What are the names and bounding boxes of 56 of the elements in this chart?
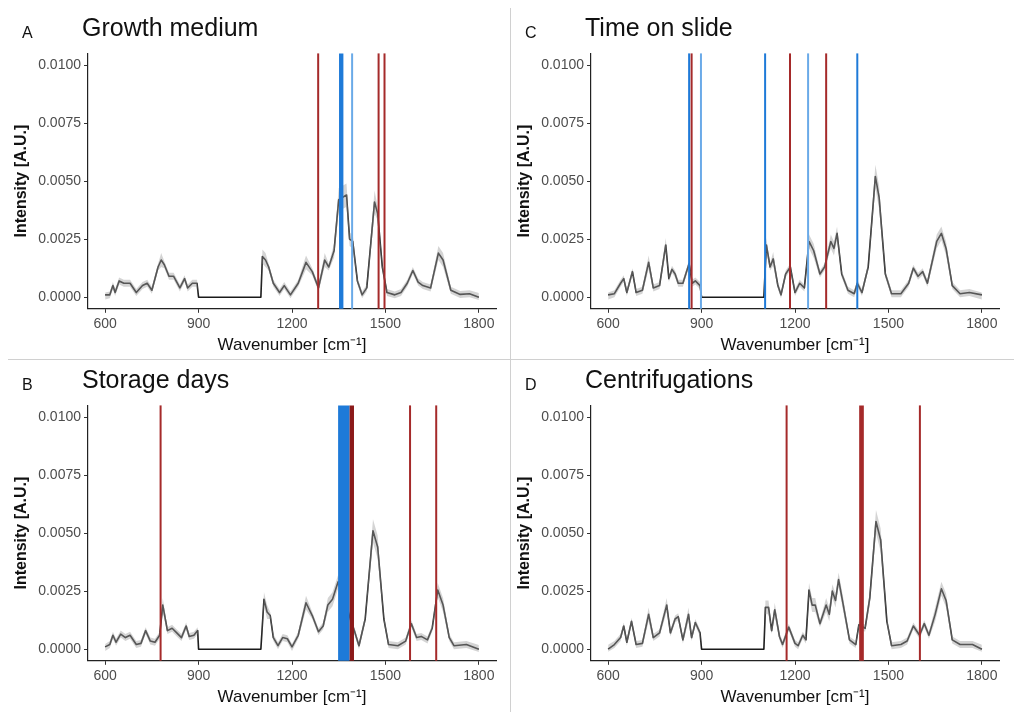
x-tick-label: 600: [93, 315, 118, 332]
x-tick-label: 900: [689, 315, 714, 332]
y-tick-label: 0.0050: [541, 171, 585, 188]
x-tick-label: 1500: [369, 315, 402, 332]
y-axis-title: Intensity [A.U.]: [515, 124, 533, 238]
y-axis-title: Intensity [A.U.]: [515, 476, 533, 590]
text: C: [524, 24, 538, 42]
x-tick-label: 900: [689, 667, 714, 684]
x-tick-label: 1500: [872, 315, 905, 332]
x-tick-label: 1800: [463, 667, 495, 684]
x-tick-label: 900: [186, 315, 211, 332]
x-tick-label: 1200: [276, 667, 308, 684]
y-tick-label: 0.0050: [38, 171, 82, 188]
y-tick-label: 0.0075: [38, 465, 82, 482]
x-tick-label: 1800: [463, 315, 495, 332]
text: D: [524, 376, 538, 394]
x-tick-label: 1200: [779, 667, 811, 684]
y-tick-label: 0.0025: [38, 230, 82, 246]
chart-title: Growth medium: [82, 13, 259, 42]
y-tick-label: 0.0100: [541, 55, 585, 72]
x-tick-label: 600: [596, 315, 621, 332]
x-tick-label: 1200: [779, 315, 811, 332]
x-axis-title: Wavenumber [cm⁻¹]: [217, 687, 367, 707]
chart-title: Centrifugations: [585, 365, 754, 394]
y-tick-label: 0.0075: [541, 465, 585, 482]
text: B: [21, 376, 34, 394]
chart-title: Storage days: [82, 365, 230, 394]
x-tick-label: 900: [186, 667, 211, 684]
y-tick-label: 0.0000: [38, 640, 82, 657]
y-axis-title: Intensity [A.U.]: [12, 124, 30, 238]
y-tick-label: 0.0000: [541, 640, 585, 657]
x-tick-label: 600: [93, 667, 118, 684]
y-tick-label: 0.0075: [541, 113, 585, 130]
y-tick-label: 0.0000: [541, 288, 585, 305]
y-tick-label: 0.0100: [38, 55, 82, 72]
x-tick-label: 1500: [369, 667, 402, 684]
x-tick-label: 1800: [966, 315, 998, 332]
y-tick-label: 0.0075: [38, 113, 82, 130]
y-tick-label: 0.0100: [38, 407, 82, 424]
text: A: [21, 24, 34, 42]
y-tick-label: 0.0000: [38, 288, 82, 305]
y-tick-label: 0.0025: [541, 230, 585, 246]
y-tick-label: 0.0050: [541, 523, 585, 540]
x-tick-label: 1800: [966, 667, 998, 684]
y-tick-label: 0.0025: [38, 582, 82, 598]
x-tick-label: 1500: [872, 667, 905, 684]
y-tick-label: 0.0025: [541, 582, 585, 598]
y-tick-label: 0.0050: [38, 523, 82, 540]
x-axis-title: Wavenumber [cm⁻¹]: [217, 335, 367, 355]
x-axis-title: Wavenumber [cm⁻¹]: [720, 687, 870, 707]
x-tick-label: 600: [596, 667, 621, 684]
x-tick-label: 1200: [276, 315, 308, 332]
y-tick-label: 0.0100: [541, 407, 585, 424]
y-axis-title: Intensity [A.U.]: [12, 476, 30, 590]
chart-title: Time on slide: [585, 13, 733, 42]
x-axis-title: Wavenumber [cm⁻¹]: [720, 335, 870, 355]
